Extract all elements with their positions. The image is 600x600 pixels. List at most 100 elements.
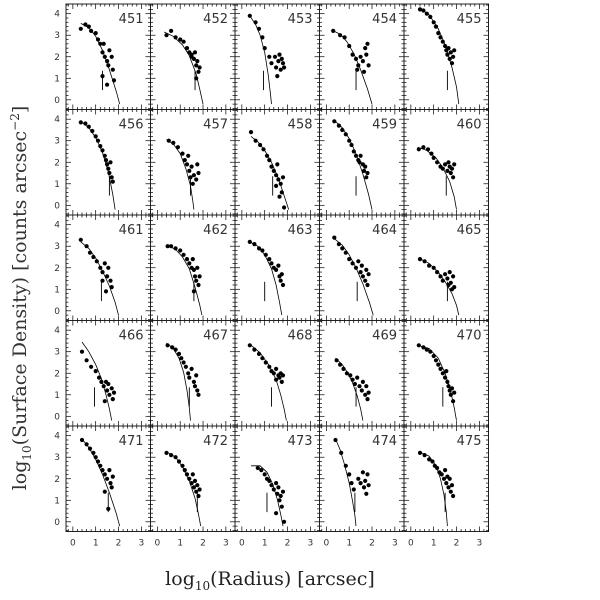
fit-curve xyxy=(164,31,204,105)
data-point xyxy=(261,147,266,152)
data-point xyxy=(196,493,201,499)
data-point xyxy=(102,153,107,158)
data-point xyxy=(360,470,365,475)
y-tick-label: 4 xyxy=(54,10,60,20)
data-point xyxy=(361,69,367,74)
data-point xyxy=(445,52,450,57)
data-point xyxy=(86,24,91,29)
data-point xyxy=(94,259,99,264)
y-axis-label: log10(Surface Density) [counts arcsec−2] xyxy=(6,88,34,508)
data-point xyxy=(347,472,352,477)
panel-463: 463 xyxy=(234,214,320,321)
data-point xyxy=(276,485,281,490)
data-point xyxy=(357,384,362,389)
data-point xyxy=(176,351,182,356)
data-point xyxy=(101,41,106,46)
data-point xyxy=(109,285,114,290)
fit-curve xyxy=(166,451,202,527)
panel-470: 470 xyxy=(403,320,489,427)
fit-curve xyxy=(249,15,272,105)
panel-471: 0 1 2 3 4 0 1 2 3 471 xyxy=(54,425,151,549)
data-point xyxy=(252,242,257,247)
data-point xyxy=(102,489,107,494)
y-label-main: (Surface Density) [counts arcsec xyxy=(9,131,31,445)
data-point xyxy=(78,26,83,31)
data-point xyxy=(366,63,371,68)
data-point xyxy=(440,39,445,44)
data-point xyxy=(109,386,114,391)
data-point xyxy=(275,491,280,496)
data-point xyxy=(93,455,98,460)
data-point xyxy=(105,162,110,167)
data-point xyxy=(352,381,357,387)
panel-number: 474 xyxy=(372,434,397,449)
data-point xyxy=(451,274,456,279)
data-point xyxy=(447,270,452,275)
data-point xyxy=(181,252,186,257)
data-point xyxy=(196,282,201,288)
data-point xyxy=(274,481,279,486)
data-point xyxy=(447,56,452,62)
data-point xyxy=(196,392,201,397)
panel-465: 465 xyxy=(403,214,489,321)
data-point xyxy=(191,379,196,384)
data-point xyxy=(427,457,432,462)
x-tick-label: 0 xyxy=(323,539,329,549)
data-point xyxy=(258,142,263,148)
data-point xyxy=(445,276,450,281)
data-point xyxy=(194,76,199,81)
data-point xyxy=(191,267,196,272)
x-axis-label: log10(Radius) [arcsec] xyxy=(60,568,480,598)
data-point xyxy=(191,289,196,294)
panel-number: 455 xyxy=(457,12,482,27)
panel-number: 471 xyxy=(119,434,144,449)
data-point xyxy=(100,50,105,55)
data-point xyxy=(428,14,433,19)
y-tick-label: 3 xyxy=(54,348,60,358)
data-point xyxy=(343,132,348,137)
data-point xyxy=(182,468,187,473)
data-point xyxy=(194,373,199,378)
data-point xyxy=(195,483,200,488)
y-tick-label: 1 xyxy=(54,180,60,190)
data-point xyxy=(269,483,274,488)
data-point xyxy=(429,151,434,156)
data-point xyxy=(452,48,457,53)
x-tick-label: 3 xyxy=(307,539,313,549)
data-point xyxy=(421,145,426,150)
data-point xyxy=(191,173,196,178)
panel-453: 453 xyxy=(234,3,320,110)
data-point xyxy=(445,168,450,173)
data-point xyxy=(269,164,274,169)
data-point xyxy=(451,493,456,499)
x-tick-label: 1 xyxy=(177,539,183,549)
data-point xyxy=(355,375,360,380)
data-point xyxy=(98,144,103,149)
data-point xyxy=(197,274,202,279)
data-point xyxy=(78,237,83,242)
fit-curve xyxy=(249,241,283,316)
data-point xyxy=(431,155,436,160)
data-point xyxy=(184,162,190,167)
data-point xyxy=(79,349,85,354)
data-point xyxy=(111,390,117,395)
data-point xyxy=(441,476,447,481)
data-point xyxy=(416,343,421,348)
data-point xyxy=(332,119,337,124)
panel-459: 459 xyxy=(319,109,405,216)
x-tick-label: 3 xyxy=(223,539,229,549)
data-point xyxy=(109,54,114,59)
data-point xyxy=(275,162,280,167)
x-tick-label: 0 xyxy=(239,539,245,549)
panel-472: 0 1 2 3 472 xyxy=(150,425,236,549)
x-tick-label: 3 xyxy=(476,539,482,549)
data-point xyxy=(356,476,361,481)
data-point xyxy=(445,379,450,384)
data-point xyxy=(349,481,354,486)
data-point xyxy=(361,485,367,490)
data-point xyxy=(105,388,110,393)
y-tick-label: 2 xyxy=(54,158,60,168)
data-point xyxy=(196,69,201,74)
data-point xyxy=(358,54,363,59)
data-point xyxy=(365,282,370,288)
